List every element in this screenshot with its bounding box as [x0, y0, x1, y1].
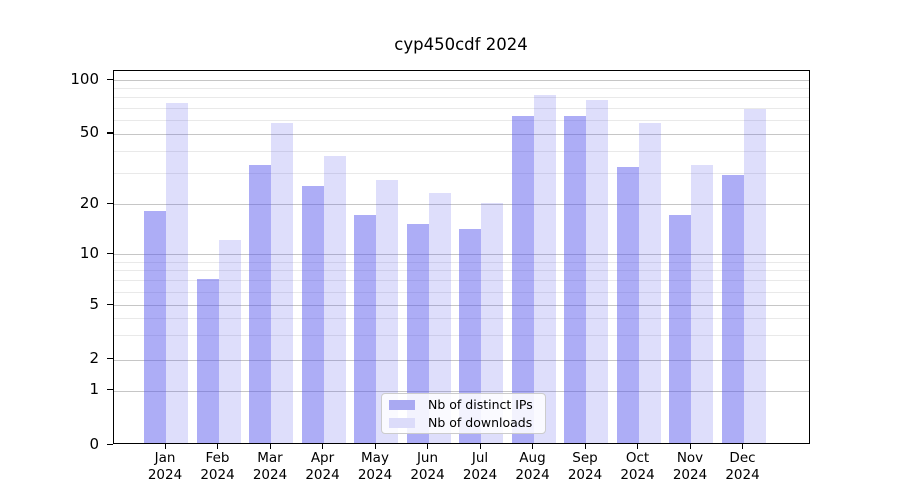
xtick-label-apr: Apr 2024 [305, 450, 340, 483]
bar-downloads-jan [166, 103, 188, 443]
legend-label-distinct-ips: Nb of distinct IPs [428, 397, 533, 412]
xtick-label-may: May 2024 [357, 450, 393, 483]
bar-downloads-sep [586, 100, 608, 443]
bar-downloads-oct [638, 122, 661, 443]
gridline-5 [114, 305, 809, 306]
ytick-label-2: 2 [89, 349, 99, 367]
gridline-minor-7 [114, 280, 809, 282]
gridline-minor-60 [114, 119, 809, 121]
bar-distinct-ips-jun [406, 223, 429, 443]
gridline-minor-4 [114, 318, 809, 320]
bar-downloads-may [376, 180, 398, 443]
gridline-minor-70 [114, 107, 809, 109]
plot-area: Nb of distinct IPs Nb of downloads [113, 70, 810, 444]
xtick-mark-nov [689, 444, 691, 449]
legend-item-downloads: Nb of downloads [389, 415, 537, 430]
xtick-label-mar: Mar 2024 [252, 450, 288, 483]
gridline-2 [114, 359, 809, 361]
bar-downloads-feb [218, 239, 241, 443]
xtick-label-oct: Oct 2024 [620, 450, 655, 483]
gridline-50 [114, 133, 809, 135]
ytick-label-0: 0 [89, 434, 99, 453]
gridline-minor-8 [114, 270, 809, 272]
xtick-mark-feb [217, 444, 219, 449]
xtick-mark-mar [269, 444, 271, 449]
ytick-mark-5 [107, 303, 113, 305]
bar-downloads-jun [428, 192, 451, 443]
ytick-label-10: 10 [79, 243, 99, 262]
gridline-minor-80 [114, 97, 809, 99]
bar-distinct-ips-may [354, 214, 376, 443]
bar-distinct-ips-sep [564, 116, 586, 443]
xtick-mark-aug [532, 444, 534, 449]
ytick-mark-1 [107, 389, 113, 391]
ytick-mark-2 [107, 358, 113, 360]
xtick-mark-apr [322, 444, 324, 449]
bar-distinct-ips-feb [196, 279, 219, 443]
bar-distinct-ips-oct [616, 167, 639, 443]
xtick-label-jul: Jul 2024 [462, 450, 498, 483]
bar-distinct-ips-jan [144, 210, 166, 443]
xtick-mark-jul [479, 444, 481, 449]
xtick-mark-may [374, 444, 376, 449]
ytick-label-1: 1 [89, 380, 99, 398]
bar-distinct-ips-aug [511, 116, 534, 443]
xtick-mark-oct [637, 444, 639, 449]
ytick-label-50: 50 [79, 123, 99, 142]
xtick-label-jun: Jun 2024 [410, 450, 445, 483]
xtick-label-aug: Aug 2024 [515, 450, 550, 483]
xtick-mark-sep [584, 444, 586, 449]
legend: Nb of distinct IPs Nb of downloads [381, 393, 546, 434]
gridline-10 [114, 254, 809, 255]
gridline-20 [114, 204, 809, 206]
bar-distinct-ips-mar [249, 164, 271, 443]
bar-downloads-jul [481, 203, 503, 443]
bar-downloads-apr [323, 155, 346, 443]
legend-swatch-distinct-ips [389, 399, 415, 410]
ytick-mark-0 [107, 443, 113, 445]
xtick-mark-jun [427, 444, 429, 449]
gridline-minor-40 [114, 150, 809, 152]
gridline-100 [114, 80, 809, 81]
xtick-label-dec: Dec 2024 [725, 450, 760, 483]
gridline-1 [114, 390, 809, 392]
xtick-label-feb: Feb 2024 [200, 450, 235, 483]
ytick-label-100: 100 [70, 69, 99, 88]
chart-title: cyp450cdf 2024 [394, 35, 528, 54]
bar-downloads-aug [533, 95, 556, 443]
xtick-label-jan: Jan 2024 [147, 450, 183, 483]
xtick-mark-dec [742, 444, 744, 449]
bar-downloads-nov [691, 164, 713, 443]
gridline-minor-6 [114, 291, 809, 293]
bar-distinct-ips-nov [669, 214, 691, 443]
bar-downloads-mar [271, 122, 293, 443]
gridline-minor-3 [114, 335, 809, 337]
ytick-label-20: 20 [79, 193, 99, 212]
legend-item-distinct-ips: Nb of distinct IPs [389, 397, 537, 412]
legend-label-downloads: Nb of downloads [428, 415, 533, 430]
gridline-minor-9 [114, 261, 809, 263]
xtick-label-sep: Sep 2024 [567, 450, 603, 483]
ytick-mark-20 [107, 202, 113, 205]
ytick-mark-50 [107, 132, 113, 134]
gridline-minor-90 [114, 88, 809, 90]
legend-swatch-downloads [389, 417, 415, 428]
ytick-mark-10 [107, 252, 113, 254]
bar-downloads-dec [743, 108, 766, 443]
ytick-label-5: 5 [89, 294, 99, 313]
bar-distinct-ips-jul [459, 228, 481, 443]
bar-distinct-ips-dec [721, 174, 744, 443]
gridline-minor-30 [114, 173, 809, 174]
bar-distinct-ips-apr [301, 186, 324, 443]
xtick-label-nov: Nov 2024 [672, 450, 708, 483]
xtick-mark-jan [164, 444, 166, 449]
ytick-mark-100 [107, 78, 113, 80]
